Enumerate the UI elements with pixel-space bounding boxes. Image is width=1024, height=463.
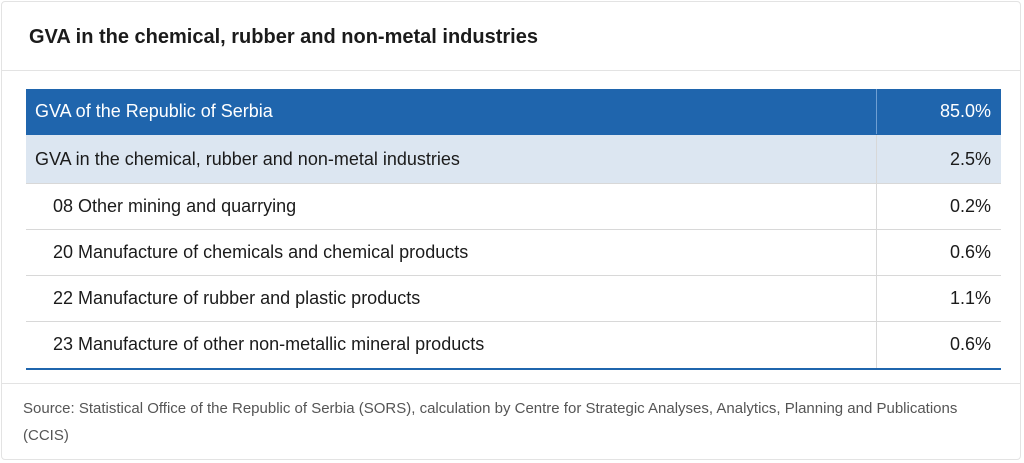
row-value: 1.1% xyxy=(949,288,991,308)
row-label: 08 Other mining and quarrying xyxy=(53,196,297,216)
column-divider xyxy=(876,276,877,321)
row-label: 22 Manufacture of rubber and plastic pro… xyxy=(53,288,421,308)
table-row: GVA in the chemical, rubber and non-meta… xyxy=(26,135,1001,184)
column-divider xyxy=(876,322,877,368)
table: GVA of the Republic of Serbia 85.0% GVA in… xyxy=(26,89,1001,370)
table-row: GVA of the Republic of Serbia 85.0% xyxy=(26,89,1001,135)
table-row: 23 Manufacture of other non-metallic min… xyxy=(26,322,1001,368)
row-value: 85.0% xyxy=(939,101,991,121)
row-value: 2.5% xyxy=(949,149,991,169)
table-row: 08 Other mining and quarrying 0.2% xyxy=(26,184,1001,230)
title: GVA in the chemical, rubber and non-meta… xyxy=(29,26,538,48)
table-row: 22 Manufacture of rubber and plastic pro… xyxy=(26,276,1001,322)
row-label: 20 Manufacture of chemicals and chemical… xyxy=(53,242,469,262)
separator xyxy=(2,383,1020,384)
separator xyxy=(2,70,1020,71)
row-label: 23 Manufacture of other non-metallic min… xyxy=(53,334,485,354)
row-label: GVA of the Republic of Serbia xyxy=(35,101,273,121)
table-row: 20 Manufacture of chemicals and chemical… xyxy=(26,230,1001,276)
row-value: 0.2% xyxy=(949,196,991,216)
column-divider xyxy=(876,89,877,134)
row-value: 0.6% xyxy=(949,334,991,354)
row-label: GVA in the chemical, rubber and non-meta… xyxy=(35,149,460,169)
row-value: 0.6% xyxy=(949,242,991,262)
column-divider xyxy=(876,184,877,229)
source-note: Source: Statistical Office of the Republ… xyxy=(23,400,958,444)
column-divider xyxy=(876,135,877,183)
column-divider xyxy=(876,230,877,275)
